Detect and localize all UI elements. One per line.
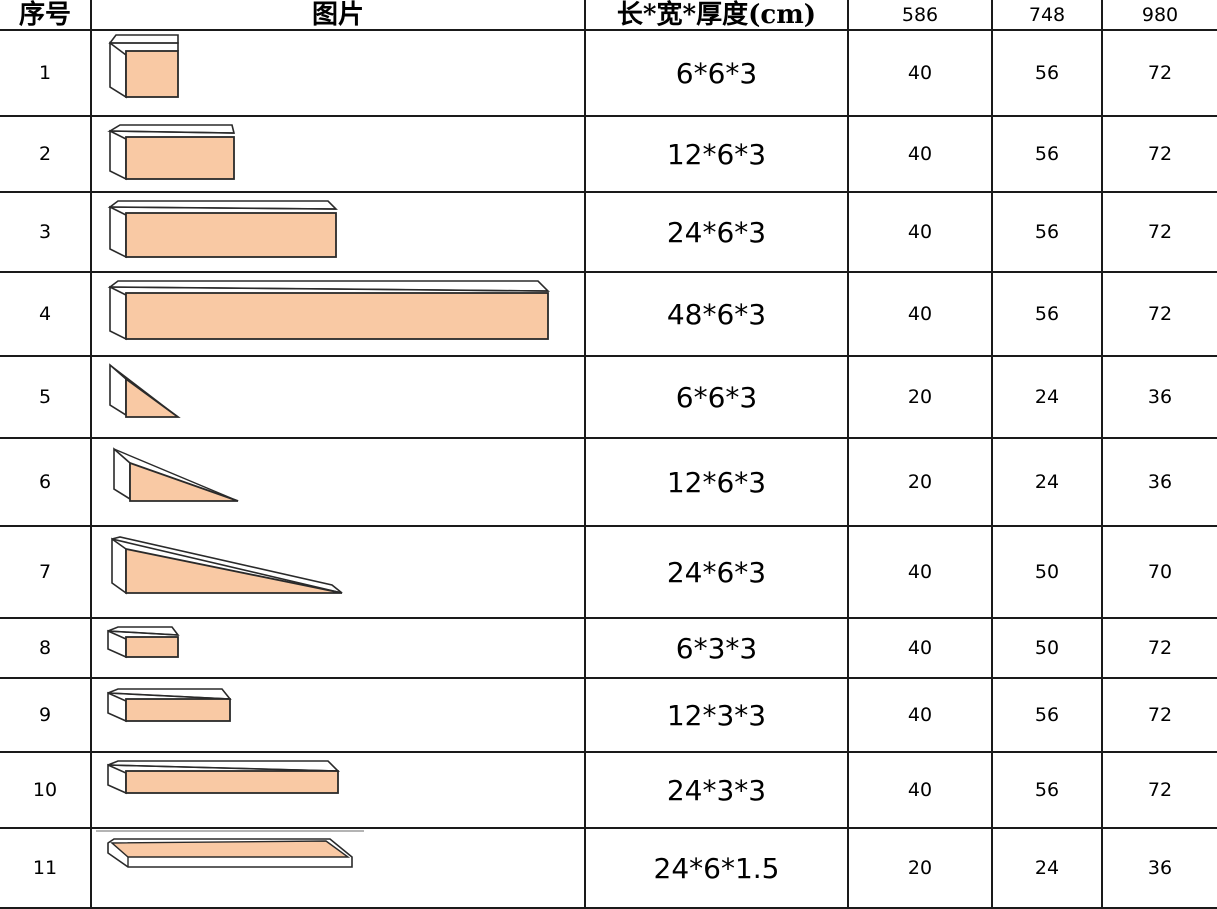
small-triangle-icon (109, 363, 181, 418)
table-row: 6 12*6*3 20 24 36 (0, 437, 1217, 527)
header-row: 序号 图片 长*宽*厚度(cm) 586 748 980 (0, 0, 1217, 31)
value-980: 72 (1101, 677, 1217, 753)
row-index: 5 (0, 355, 92, 439)
table-row: 7 24*6*3 40 50 70 (0, 525, 1217, 619)
dimensions-cell: 24*6*3 (584, 525, 849, 619)
cube-block-icon (108, 34, 179, 99)
table-row: 9 12*3*3 40 56 72 (0, 677, 1217, 753)
row-index: 11 (0, 827, 92, 909)
dimensions-cell: 6*3*3 (584, 617, 849, 679)
value-748: 24 (991, 827, 1103, 909)
header-980: 980 (1101, 0, 1217, 31)
header-dimensions: 长*宽*厚度(cm) (584, 0, 849, 31)
dimensions-cell: 24*3*3 (584, 751, 849, 829)
value-586: 40 (847, 29, 993, 117)
table-row: 11 24*6*1.5 20 24 36 (0, 827, 1217, 909)
value-748: 24 (991, 437, 1103, 527)
flat-long-block-icon (107, 760, 340, 795)
block-image (90, 525, 586, 619)
double-block-icon (107, 124, 236, 181)
value-980: 72 (1101, 617, 1217, 679)
value-586: 40 (847, 191, 993, 273)
value-586: 40 (847, 677, 993, 753)
table-row: 3 24*6*3 40 56 72 (0, 191, 1217, 273)
long-block-icon (107, 280, 550, 341)
value-980: 72 (1101, 191, 1217, 273)
dimensions-cell: 6*6*3 (584, 29, 849, 117)
row-index: 4 (0, 271, 92, 357)
block-image (90, 437, 586, 527)
flat-small-block-icon (107, 626, 180, 659)
row-index: 7 (0, 525, 92, 619)
value-748: 56 (991, 751, 1103, 829)
table-row: 10 24*3*3 40 56 72 (0, 751, 1217, 829)
block-image (90, 751, 586, 829)
value-980: 36 (1101, 437, 1217, 527)
value-586: 20 (847, 437, 993, 527)
value-586: 40 (847, 525, 993, 619)
row-index: 1 (0, 29, 92, 117)
row-index: 6 (0, 437, 92, 527)
value-980: 70 (1101, 525, 1217, 619)
block-image (90, 355, 586, 439)
value-980: 72 (1101, 271, 1217, 357)
row-index: 10 (0, 751, 92, 829)
table-row: 5 6*6*3 20 24 36 (0, 355, 1217, 439)
dimensions-cell: 12*6*3 (584, 437, 849, 527)
row-index: 9 (0, 677, 92, 753)
quad-block-icon (107, 200, 338, 259)
dimensions-cell: 12*6*3 (584, 115, 849, 193)
value-980: 36 (1101, 827, 1217, 909)
header-image: 图片 (90, 0, 586, 31)
block-image (90, 271, 586, 357)
value-980: 36 (1101, 355, 1217, 439)
row-index: 3 (0, 191, 92, 273)
block-image (90, 677, 586, 753)
value-586: 40 (847, 115, 993, 193)
dimensions-cell: 24*6*3 (584, 191, 849, 273)
value-586: 20 (847, 827, 993, 909)
dimensions-cell: 48*6*3 (584, 271, 849, 357)
row-index: 8 (0, 617, 92, 679)
value-586: 40 (847, 617, 993, 679)
dimensions-cell: 6*6*3 (584, 355, 849, 439)
value-748: 50 (991, 525, 1103, 619)
dimensions-cell: 24*6*1.5 (584, 827, 849, 909)
value-748: 56 (991, 115, 1103, 193)
header-748: 748 (991, 0, 1103, 31)
row-index: 2 (0, 115, 92, 193)
block-image (90, 29, 586, 117)
flat-medium-block-icon (107, 688, 232, 723)
long-ramp-icon (111, 536, 343, 595)
header-586: 586 (847, 0, 993, 31)
table-row: 4 48*6*3 40 56 72 (0, 271, 1217, 357)
value-586: 40 (847, 271, 993, 357)
value-748: 56 (991, 271, 1103, 357)
value-748: 50 (991, 617, 1103, 679)
medium-triangle-icon (113, 447, 239, 502)
value-748: 24 (991, 355, 1103, 439)
table-row: 2 12*6*3 40 56 72 (0, 115, 1217, 193)
dimensions-cell: 12*3*3 (584, 677, 849, 753)
value-586: 40 (847, 751, 993, 829)
header-index: 序号 (0, 0, 92, 31)
block-image (90, 617, 586, 679)
value-980: 72 (1101, 115, 1217, 193)
block-image (90, 115, 586, 193)
block-image (90, 827, 586, 909)
value-748: 56 (991, 677, 1103, 753)
value-748: 56 (991, 29, 1103, 117)
table-row: 1 6*6*3 40 56 72 (0, 29, 1217, 117)
table-row: 8 6*3*3 40 50 72 (0, 617, 1217, 679)
block-image (90, 191, 586, 273)
value-748: 56 (991, 191, 1103, 273)
thin-plank-icon (96, 830, 364, 868)
value-980: 72 (1101, 751, 1217, 829)
value-586: 20 (847, 355, 993, 439)
value-980: 72 (1101, 29, 1217, 117)
